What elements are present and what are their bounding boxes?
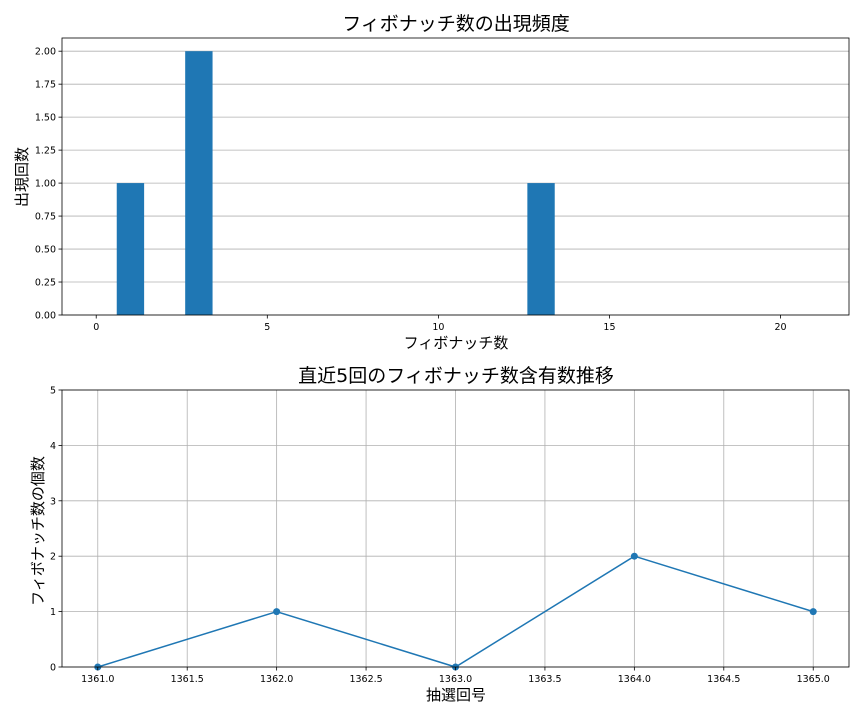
bar-chart-y-ticks: 0.00 0.25 0.50 0.75 1.00 1.25 1.50 1.75 2.00 [35, 47, 62, 322]
bar-chart-y-tick-label: 0.25 [35, 278, 56, 289]
bar-chart-plot-area [61, 37, 850, 316]
bar-chart-x-tick-label: 15 [603, 322, 615, 333]
line-chart-x-tick-label: 1361.0 [81, 674, 114, 685]
line-chart-x-tick-label: 1363.5 [528, 674, 561, 685]
line-chart-y-tick-label: 5 [50, 386, 56, 397]
line-chart-x-tick-label: 1362.0 [260, 674, 293, 685]
bar-chart-y-tick-label: 1.25 [35, 146, 56, 157]
bar-chart-title: フィボナッチ数の出現頻度 [342, 13, 570, 35]
line-chart-x-tick-label: 1364.0 [618, 674, 651, 685]
line-chart-x-tick-label: 1365.0 [797, 674, 830, 685]
bar-chart-x-ticks: 0 5 10 15 20 [93, 315, 787, 333]
bar [116, 183, 145, 315]
line-chart-x-axis-label: 抽選回号 [426, 686, 486, 704]
bar-chart-y-tick-label: 0.75 [35, 212, 56, 223]
line-chart-x-tick-label: 1363.0 [439, 674, 472, 685]
line-chart-y-tick-label: 0 [50, 663, 56, 674]
line-chart-y-ticks: 0 1 2 3 4 5 [50, 386, 62, 674]
line-chart-y-tick-label: 4 [50, 441, 56, 452]
bar-chart-y-tick-label: 1.00 [35, 179, 56, 190]
bar-chart: フィボナッチ数の出現頻度 0 5 10 15 20 0.00 0.25 0.50 0.75 1.… [13, 13, 850, 352]
bar-chart-x-tick-label: 0 [93, 322, 99, 333]
line-chart-gridlines [62, 389, 849, 668]
bar-chart-gridlines [62, 50, 849, 316]
bar-chart-y-tick-label: 2.00 [35, 47, 56, 58]
line-chart: 直近5回のフィボナッチ数含有数推移 1361.0 1361.5 1362.0 1362… [29, 365, 850, 704]
bar-chart-x-tick-label: 20 [775, 322, 787, 333]
line-chart-point [273, 608, 281, 616]
bar-chart-y-tick-label: 1.75 [35, 80, 56, 91]
line-chart-x-tick-label: 1362.5 [349, 674, 382, 685]
bar-chart-x-tick-label: 5 [264, 322, 270, 333]
bar-chart-bars [116, 51, 555, 315]
bar-chart-y-axis-label: 出現回数 [13, 147, 31, 207]
line-chart-title: 直近5回のフィボナッチ数含有数推移 [298, 365, 614, 387]
bar-chart-y-tick-label: 0.50 [35, 245, 56, 256]
bar-chart-x-tick-label: 10 [432, 322, 444, 333]
line-chart-x-tick-label: 1364.5 [707, 674, 740, 685]
line-chart-y-tick-label: 2 [50, 552, 56, 563]
bar-chart-y-tick-label: 0.00 [35, 311, 56, 322]
line-chart-point [809, 608, 817, 616]
line-chart-y-tick-label: 3 [50, 496, 56, 507]
line-chart-y-tick-label: 1 [50, 607, 56, 618]
line-chart-x-tick-label: 1361.5 [171, 674, 204, 685]
line-chart-x-ticks: 1361.0 1361.5 1362.0 1362.5 1363.0 1363.5 1364… [81, 667, 830, 685]
bar-chart-y-tick-label: 1.50 [35, 113, 56, 124]
line-chart-y-axis-label: フィボナッチ数の個数 [29, 456, 47, 606]
bar-chart-x-axis-label: フィボナッチ数 [404, 334, 509, 352]
bar [185, 51, 213, 315]
line-chart-point [630, 552, 638, 560]
bar [527, 183, 555, 315]
